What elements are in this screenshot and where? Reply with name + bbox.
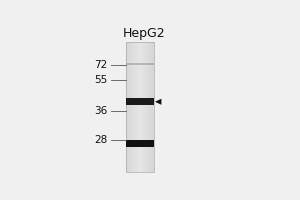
Bar xyxy=(143,42,144,172)
Bar xyxy=(128,42,129,172)
Bar xyxy=(126,140,154,147)
Bar xyxy=(146,42,147,172)
Bar xyxy=(148,42,149,172)
Bar xyxy=(126,63,154,65)
Bar xyxy=(131,42,132,172)
Bar xyxy=(151,42,152,172)
Text: 55: 55 xyxy=(94,75,107,85)
Bar xyxy=(152,42,153,172)
Bar xyxy=(150,42,151,172)
Bar xyxy=(142,42,143,172)
Bar xyxy=(134,42,135,172)
Bar xyxy=(147,42,148,172)
Text: 28: 28 xyxy=(94,135,107,145)
Bar xyxy=(139,42,140,172)
Bar xyxy=(140,42,141,172)
Bar xyxy=(137,42,138,172)
Polygon shape xyxy=(155,99,161,105)
Text: 36: 36 xyxy=(94,106,107,116)
Text: 72: 72 xyxy=(94,60,107,70)
Bar xyxy=(153,42,154,172)
Bar xyxy=(145,42,146,172)
Bar xyxy=(129,42,130,172)
Bar xyxy=(138,42,139,172)
Bar xyxy=(132,42,133,172)
Bar xyxy=(149,42,150,172)
Bar xyxy=(141,42,142,172)
Bar xyxy=(135,42,136,172)
Bar xyxy=(126,42,127,172)
Bar xyxy=(136,42,137,172)
Bar xyxy=(126,98,154,105)
Bar xyxy=(126,42,154,172)
Text: HepG2: HepG2 xyxy=(123,27,166,40)
Bar xyxy=(130,42,131,172)
Bar xyxy=(133,42,134,172)
Bar xyxy=(144,42,145,172)
Bar xyxy=(127,42,128,172)
